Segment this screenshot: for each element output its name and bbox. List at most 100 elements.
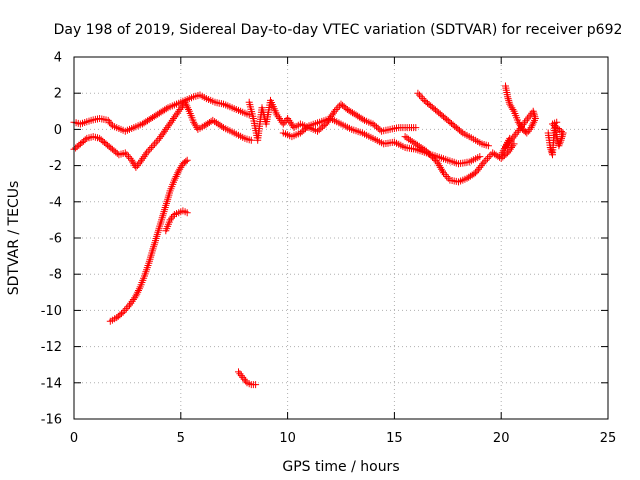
data-point: [155, 134, 163, 142]
data-point: [193, 124, 201, 132]
data-point: [136, 158, 144, 166]
data-point: [474, 165, 482, 173]
data-point: [479, 160, 487, 168]
data-point: [181, 98, 189, 106]
data-point: [506, 100, 514, 108]
data-point: [157, 133, 165, 141]
data-point: [412, 124, 420, 132]
data-point: [476, 153, 484, 161]
data-point: [274, 113, 282, 121]
data-point: [172, 111, 180, 119]
data-point: [331, 107, 339, 115]
data-point: [484, 154, 491, 162]
data-point: [128, 156, 136, 164]
data-point: [334, 104, 342, 112]
x-tick-label: 25: [600, 431, 617, 446]
data-point: [552, 123, 560, 131]
data-point: [286, 118, 294, 126]
data-point: [443, 173, 451, 180]
data-point: [457, 128, 465, 136]
data-point: [147, 144, 155, 151]
data-point: [132, 292, 140, 300]
data-point: [127, 299, 135, 307]
data-point: [530, 118, 538, 126]
data-point: [191, 120, 199, 128]
data-point: [472, 169, 480, 177]
data-point: [429, 153, 436, 161]
data-point: [417, 144, 425, 151]
y-tick-label: -8: [49, 268, 62, 283]
data-point: [417, 93, 425, 101]
data-point: [242, 377, 250, 385]
data-point: [168, 214, 175, 222]
data-point: [416, 91, 423, 99]
data-point: [132, 163, 140, 171]
data-point: [183, 209, 191, 217]
data-point: [508, 104, 516, 112]
plot-frame: [73, 56, 609, 420]
x-tick-labels: 0 5 10 15 20 25: [70, 431, 616, 446]
data-point: [426, 150, 433, 158]
data-point: [506, 145, 514, 153]
data-point: [177, 104, 185, 112]
data-point: [123, 151, 131, 159]
data-point: [135, 285, 143, 293]
x-axis-label: GPS time / hours: [282, 459, 399, 475]
data-point: [138, 156, 145, 164]
data-point: [170, 115, 177, 122]
data-point: [559, 129, 567, 137]
data-point: [476, 163, 484, 171]
data-point: [163, 124, 171, 132]
data-point: [192, 122, 200, 130]
data-point: [174, 169, 182, 177]
data-point: [125, 153, 132, 161]
data-point: [548, 149, 556, 157]
series-end-cluster: [544, 118, 567, 159]
data-point: [406, 136, 414, 144]
data-point: [482, 156, 490, 164]
data-point: [369, 120, 377, 128]
data-point: [119, 308, 127, 316]
data-point: [285, 116, 293, 124]
data-point: [139, 154, 147, 162]
data-point: [287, 120, 295, 128]
y-tick-label: -6: [49, 232, 62, 247]
data-point: [359, 115, 367, 123]
series-late-arc: [414, 89, 492, 150]
data-point: [159, 129, 167, 137]
data-point: [315, 126, 323, 134]
data-point: [433, 158, 441, 166]
series-late-spike: [497, 82, 539, 159]
data-point: [173, 171, 181, 179]
data-point: [435, 162, 443, 170]
data-point: [182, 100, 190, 108]
data-point: [176, 165, 184, 173]
data-point: [480, 158, 488, 166]
data-point: [521, 128, 529, 136]
data-point: [175, 167, 183, 175]
series-isolated-dip: [235, 368, 260, 389]
data-point: [167, 118, 175, 126]
data-point: [81, 136, 89, 144]
data-point: [477, 162, 485, 170]
data-point: [162, 125, 170, 133]
data-point: [133, 290, 141, 298]
data-point: [212, 119, 220, 127]
data-point: [422, 147, 430, 155]
data-point: [371, 121, 379, 129]
data-point: [237, 372, 245, 380]
data-point: [236, 370, 244, 378]
data-point: [436, 163, 444, 171]
data-point: [211, 118, 219, 126]
data-point: [166, 120, 174, 128]
data-point: [161, 127, 169, 135]
data-point: [444, 174, 452, 182]
data-point: [553, 118, 561, 126]
data-point: [430, 155, 438, 163]
data-point: [374, 124, 382, 132]
data-point: [556, 138, 564, 146]
x-tick-label: 5: [177, 431, 185, 446]
data-point: [319, 123, 327, 131]
data-point: [149, 142, 157, 150]
series-late-lower: [401, 133, 518, 186]
